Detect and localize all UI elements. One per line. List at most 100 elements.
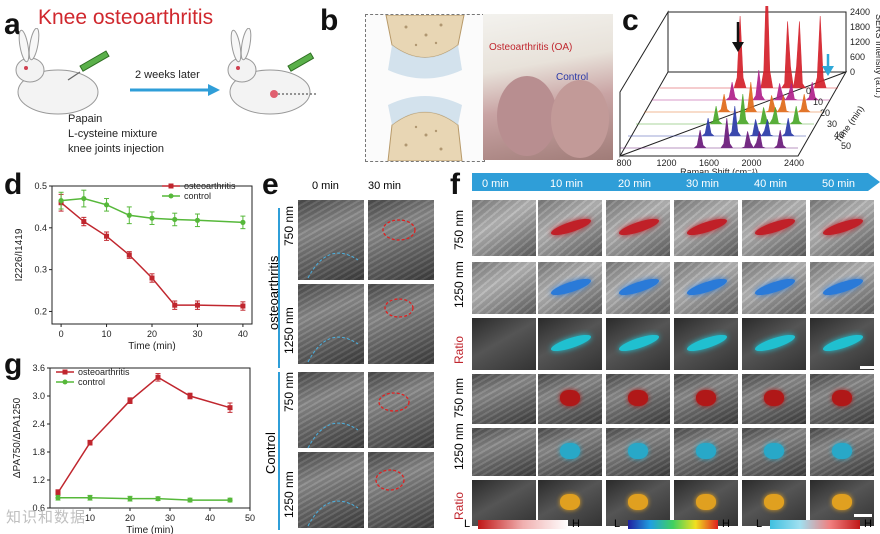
colorbar-low-label: L [464,518,471,530]
y-tick-label: 3.0 [32,391,45,401]
series-line-osteoarthritis [57,376,231,494]
data-point [227,497,233,503]
f-signal-spot [560,494,580,510]
watermark: 知识和数据 [6,509,87,526]
colorbar-high-label: H [864,518,872,530]
e-image-oa-1250-30 [368,284,434,364]
legend-marker [62,379,68,385]
legend-marker [168,193,174,199]
x-axis-label: Time (min) [126,525,173,534]
f-row-label: Ratio [452,491,466,520]
c-z-tick-label: 20 [820,108,830,118]
rabbit-before-icon [15,28,99,115]
f-signal-spot [685,275,729,299]
spectrum-trace [620,117,798,149]
data-point [187,497,193,503]
knee-photo [483,14,613,160]
e-row-1-label: 750 nm [282,205,296,246]
f-image-tile [810,318,874,370]
c-y-tick-label: 2400 [850,7,870,17]
y-tick-label: 0.2 [34,306,47,316]
data-point [155,496,161,502]
time-arrow-icon [130,84,220,96]
f-row-label: 750 nm [452,209,466,250]
f-time-label: 20 min [618,178,652,190]
c-x-tick-label: 2400 [784,158,804,168]
panel-label-c: c [622,4,639,37]
e-row-2-label: 1250 nm [282,307,296,354]
x-tick-label: 50 [245,513,255,523]
arrow-text: 2 weeks later [135,69,200,81]
y-axis-label: ΔPA750/ΔPA1250 [12,397,23,478]
f-image-tile [674,318,738,370]
y-tick-label: 3.6 [32,363,45,373]
data-point [87,440,93,446]
data-point [155,374,161,380]
f-image-tile [472,200,536,256]
f-signal-spot [549,275,593,299]
x-tick-label: 40 [205,513,215,523]
f-image-tile [472,318,536,370]
data-point [240,219,246,225]
f-signal-spot [821,215,865,239]
data-point [172,216,178,223]
legend-label: control [78,377,105,387]
data-point [103,202,110,208]
oa-label: Osteoarthritis (OA) [489,42,573,53]
f-image-tile [472,480,536,526]
e-col-0min: 0 min [312,180,339,192]
e-col-30min: 30 min [368,180,402,192]
x-tick-label: 20 [147,329,157,339]
f-image-tile [810,262,874,314]
f-image-tile [742,262,806,314]
data-point [172,302,178,308]
plot-frame [49,367,251,509]
f-signal-spot [753,275,797,299]
c-x-tick-label: 1600 [699,158,719,168]
f-image-tile [674,428,738,476]
f-image-tile [538,262,602,314]
e-group-control-label: Control [263,432,278,474]
x-tick-label: 30 [165,513,175,523]
x-tick-label: 40 [238,329,248,339]
f-signal-spot [560,443,580,459]
x-tick-label: 20 [125,513,135,523]
f-signal-spot [832,443,852,459]
f-row-label: 750 nm [452,377,466,418]
rabbit-illustrations [15,28,318,115]
c-x-tick-label: 800 [616,158,631,168]
f-image-tile [742,200,806,256]
f-image-tile [674,480,738,526]
panel-label-f: f [450,168,460,201]
x-axis-label: Time (min) [128,341,175,352]
f-row-label: 1250 nm [452,261,466,308]
c-z-axis-label: Time (min) [833,104,866,145]
e-row-4-label: 1250 nm [282,471,296,518]
e-image-oa-750-30 [368,200,434,280]
x-tick-label: 10 [85,513,95,523]
panel-label-g: g [4,348,23,381]
f-image-tile [538,480,602,526]
data-point [149,275,155,281]
e-image-control-750-0 [298,372,364,448]
f-image-tile [538,428,602,476]
f-image-tile [538,200,602,256]
data-point [58,198,64,204]
legend-marker [168,183,174,189]
f-image-tile [742,374,806,424]
f-signal-spot [628,443,648,459]
f-image-tile [472,428,536,476]
f-image-tile [538,318,602,370]
data-point [126,212,132,218]
colorbar-low-label: L [756,518,763,530]
syringe-icon [67,50,110,81]
y-tick-label: 0.3 [34,265,47,275]
f-signal-spot [696,443,716,459]
c-x-tick-label: 1200 [656,158,676,168]
f-signal-spot [549,215,593,239]
f-image-tile [606,374,670,424]
f-image-tile [606,262,670,314]
c-z-tick-label: 10 [813,97,823,107]
f-signal-spot [753,215,797,239]
f-signal-spot [764,443,784,459]
